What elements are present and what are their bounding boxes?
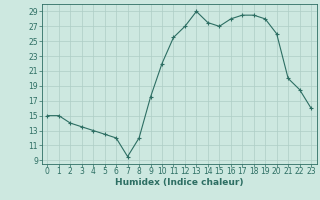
X-axis label: Humidex (Indice chaleur): Humidex (Indice chaleur) xyxy=(115,178,244,187)
